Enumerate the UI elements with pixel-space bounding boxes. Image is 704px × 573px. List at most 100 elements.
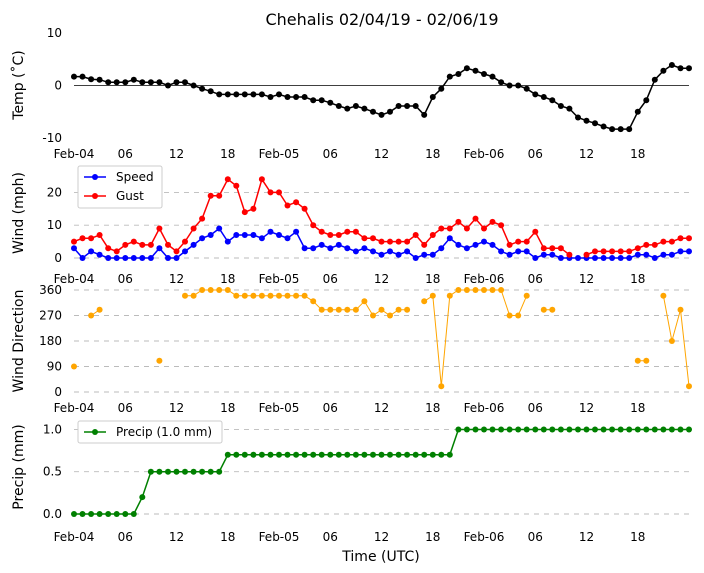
precip-1-0-mm-point — [352, 451, 359, 458]
direction-point — [515, 312, 522, 319]
direction-point — [258, 292, 265, 299]
speed-point — [241, 232, 248, 238]
gust-point — [301, 205, 308, 212]
direction-point — [233, 292, 240, 299]
precip-1-0-mm-point — [412, 451, 419, 458]
gust-point — [455, 218, 462, 225]
precip-x-tick-label: Feb-05 — [259, 530, 300, 544]
gust-point — [446, 225, 453, 232]
precip-1-0-mm-point — [224, 451, 231, 458]
precip-1-0-mm-point — [549, 426, 556, 433]
speed-point — [344, 245, 351, 252]
temp-point — [481, 71, 487, 77]
legend-gust-marker — [92, 193, 98, 199]
temp-point — [660, 67, 667, 74]
gust-point — [352, 228, 359, 235]
speed-point — [276, 232, 282, 238]
gust-point — [361, 235, 368, 242]
temp-point — [617, 126, 624, 133]
speed-point — [173, 255, 180, 261]
gust-point — [592, 248, 598, 255]
gust-point — [293, 199, 300, 206]
temp-point — [455, 71, 462, 77]
temp-point — [165, 82, 171, 89]
speed-point — [626, 255, 633, 261]
precip-1-0-mm-point — [651, 426, 658, 433]
precip-1-0-mm-point — [113, 511, 120, 517]
speed-point — [79, 255, 86, 261]
temp-point — [523, 85, 530, 92]
speed-point — [370, 248, 376, 255]
temp-point — [498, 79, 505, 86]
precip-1-0-mm-point — [489, 426, 496, 433]
temp-x-tick-label: 12 — [169, 147, 184, 161]
gust-point — [540, 245, 547, 252]
gust-point — [583, 251, 590, 258]
precip-1-0-mm-point — [617, 426, 624, 433]
direction-point — [156, 357, 163, 364]
precip-1-0-mm-point — [327, 451, 334, 458]
direction-point — [293, 292, 300, 299]
precip-1-0-mm-point — [284, 451, 291, 458]
temp-point — [387, 108, 393, 115]
direction-point — [224, 287, 231, 293]
temp-point — [310, 97, 317, 104]
gust-point — [173, 248, 180, 255]
temp-point — [199, 85, 206, 92]
gust-point — [216, 192, 223, 199]
gust-point — [258, 176, 265, 183]
direction-point — [489, 287, 496, 293]
precip-1-0-mm-point — [88, 511, 95, 517]
direction-point — [344, 306, 351, 313]
gust-point — [532, 228, 539, 235]
precip-1-0-mm-point — [105, 511, 112, 517]
direction-point — [71, 363, 77, 370]
speed-point — [557, 255, 564, 261]
direction-point — [284, 292, 291, 299]
speed-point — [310, 245, 317, 252]
precip-1-0-mm-point — [335, 451, 342, 458]
precip-1-0-mm-point — [361, 451, 368, 458]
direction-x-tick-label: 12 — [374, 401, 389, 415]
gust-point — [113, 248, 120, 255]
temp-point — [668, 62, 675, 68]
gust-point — [182, 238, 188, 245]
precip-y-tick-label: 0.5 — [43, 465, 62, 479]
temp-point — [79, 73, 86, 80]
temp-point — [549, 97, 556, 104]
temp-point — [557, 103, 564, 109]
precip-1-0-mm-point — [686, 426, 692, 433]
temp-x-tick-label: Feb-04 — [54, 147, 95, 161]
speed-point — [113, 255, 120, 261]
temp-point — [224, 91, 231, 98]
temp-point — [651, 76, 658, 83]
direction-x-tick-label: 12 — [169, 401, 184, 415]
speed-point — [387, 248, 393, 255]
direction-point — [352, 306, 359, 313]
direction-point — [310, 298, 317, 305]
gust-point — [489, 218, 496, 225]
temp-point — [173, 79, 180, 86]
speed-point — [327, 245, 334, 252]
gust-point — [156, 225, 163, 232]
direction-point — [361, 298, 368, 305]
speed-point — [335, 241, 342, 248]
temp-point — [515, 82, 522, 89]
gust-point — [686, 235, 692, 242]
speed-point — [318, 241, 325, 248]
temp-line — [74, 64, 689, 130]
speed-point — [660, 251, 667, 258]
speed-point — [523, 248, 530, 255]
precip-1-0-mm-point — [147, 468, 154, 475]
temp-point — [643, 97, 650, 104]
precip-1-0-mm-point — [532, 426, 539, 433]
speed-point — [489, 241, 496, 248]
temp-point — [438, 85, 445, 92]
speed-point — [686, 248, 692, 255]
direction-point — [643, 357, 650, 364]
temp-point — [147, 79, 154, 86]
gust-point — [626, 248, 633, 255]
temp-x-tick-label: 18 — [630, 147, 645, 161]
precip-1-0-mm-point — [344, 451, 351, 458]
